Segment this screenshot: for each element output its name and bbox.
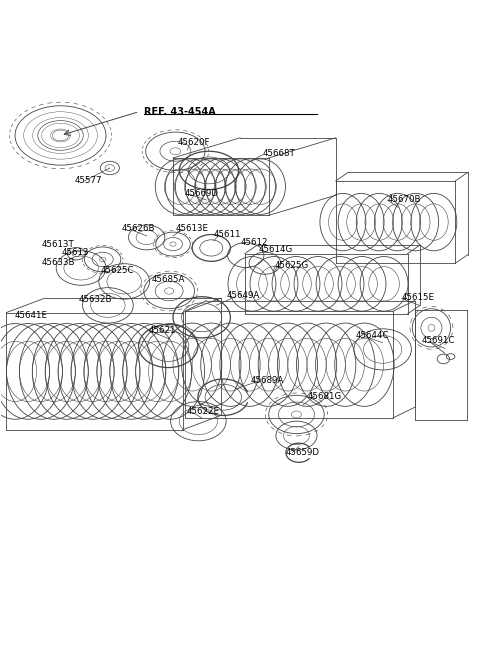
Text: 45691C: 45691C (422, 336, 455, 345)
Text: 45615E: 45615E (402, 293, 435, 302)
Text: 45622E: 45622E (186, 407, 219, 416)
Text: 45613: 45613 (62, 248, 89, 257)
Text: 45626B: 45626B (121, 225, 155, 233)
Text: 45620F: 45620F (178, 138, 210, 147)
Text: 45681G: 45681G (308, 392, 342, 401)
Text: 45659D: 45659D (286, 448, 320, 457)
Text: 45641E: 45641E (15, 312, 48, 321)
Text: 45625G: 45625G (275, 261, 309, 270)
Text: 45670B: 45670B (387, 195, 421, 204)
Text: 45614G: 45614G (258, 245, 292, 254)
Text: 45612: 45612 (241, 238, 268, 247)
Text: 45611: 45611 (214, 230, 241, 239)
Text: 45685A: 45685A (152, 275, 185, 284)
Text: 45577: 45577 (75, 177, 102, 186)
Text: 45649A: 45649A (227, 291, 260, 300)
Text: 45668T: 45668T (263, 149, 296, 158)
Text: 45613E: 45613E (175, 225, 208, 233)
Text: 45689A: 45689A (251, 376, 284, 386)
Text: 45644C: 45644C (356, 332, 389, 341)
Text: 45625C: 45625C (100, 266, 134, 275)
Text: 45669D: 45669D (185, 190, 219, 199)
Text: 45613T: 45613T (41, 239, 74, 249)
Text: 45632B: 45632B (78, 295, 112, 304)
Text: 45633B: 45633B (41, 258, 75, 267)
Text: REF. 43-454A: REF. 43-454A (144, 106, 216, 117)
Text: 45621: 45621 (148, 326, 176, 335)
